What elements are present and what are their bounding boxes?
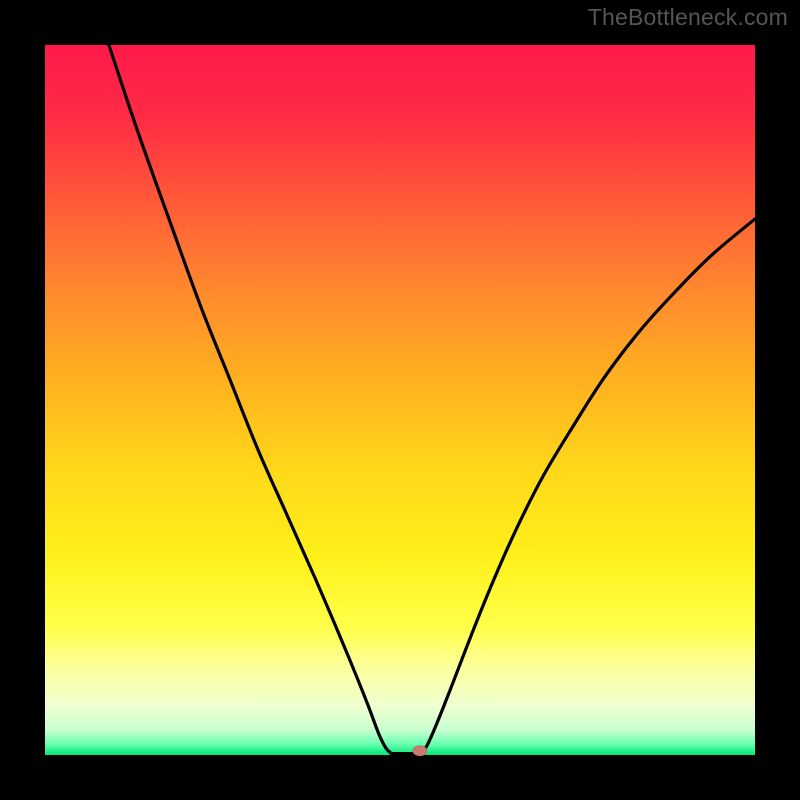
chart-container: TheBottleneck.com: [0, 0, 800, 800]
bottleneck-curve-chart: [0, 0, 800, 800]
optimum-marker: [413, 746, 427, 756]
plot-background: [45, 45, 755, 755]
watermark-text: TheBottleneck.com: [588, 4, 788, 31]
